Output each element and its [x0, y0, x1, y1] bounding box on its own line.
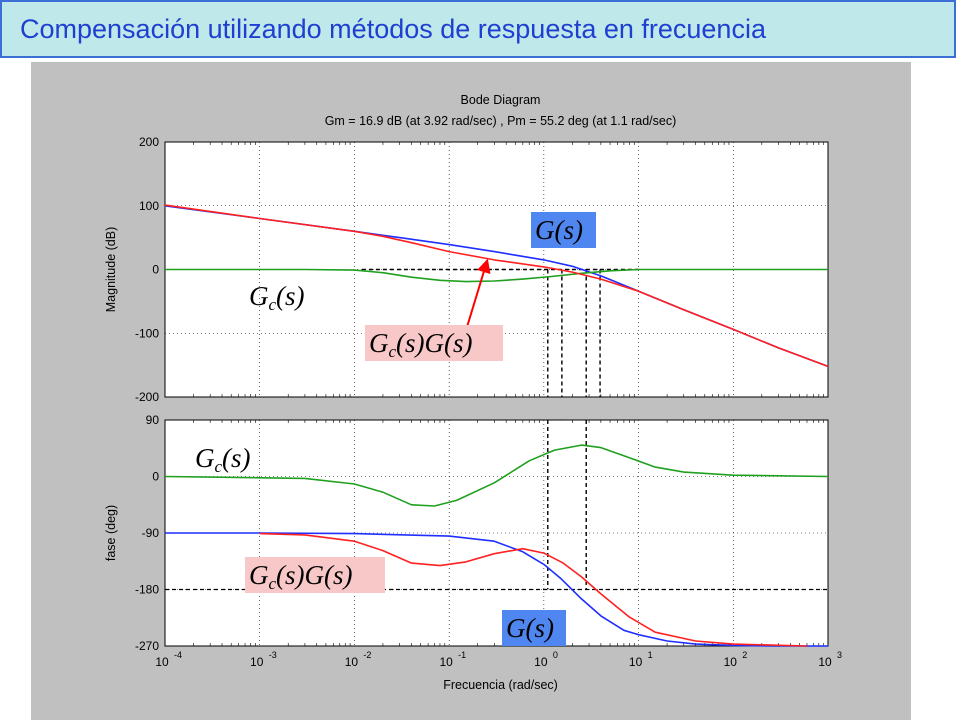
annotation-label-text: Gc(s)G(s)	[369, 328, 473, 361]
annotation-label-ann_GcG_mag: Gc(s)G(s)	[365, 325, 503, 361]
magnitude-y-tick-label: 200	[139, 135, 159, 149]
x-tick-label: 10 1	[629, 650, 653, 669]
phase-curve-G	[165, 532, 828, 647]
x-tick-base: 10	[345, 655, 359, 669]
phase-y-tick-label: -180	[135, 583, 159, 597]
x-axis-label: Frecuencia (rad/sec)	[443, 678, 558, 692]
x-tick-exponent: -3	[269, 650, 277, 660]
phase-y-tick-label: -90	[142, 526, 160, 540]
x-tick-label: 10 -1	[439, 650, 466, 669]
annotation-label-bg	[502, 610, 566, 646]
annotation-label-ann_Gc_mag: Gc(s)	[249, 281, 305, 314]
chart-title: Bode Diagram	[461, 93, 541, 107]
figure-panel: Bode Diagram Gm = 16.9 dB (at 3.92 rad/se…	[31, 62, 911, 720]
annotation-label-text: G(s)	[535, 215, 583, 245]
x-tick-base: 10	[250, 655, 264, 669]
x-tick-label: 10 -2	[345, 650, 372, 669]
chart-subtitle: Gm = 16.9 dB (at 3.92 rad/sec) , Pm = 55…	[325, 114, 677, 128]
annotation-label-text: Gc(s)G(s)	[249, 560, 353, 593]
phase-y-tick-label: 90	[146, 413, 160, 427]
annotation-label-ann_G_ph: G(s)	[502, 610, 566, 646]
x-tick-base: 10	[155, 655, 169, 669]
annotation-label-text: Gc(s)	[195, 443, 251, 476]
phase-y-axis-label: fase (deg)	[104, 505, 118, 561]
x-tick-exponent: 2	[742, 650, 747, 660]
x-tick-label: 10 -3	[250, 650, 277, 669]
x-tick-exponent: -4	[174, 650, 182, 660]
bode-diagram: Bode Diagram Gm = 16.9 dB (at 3.92 rad/se…	[104, 93, 842, 692]
magnitude-y-tick-label: 0	[152, 263, 159, 277]
annotation-label-bg	[245, 557, 385, 593]
magnitude-y-axis-label: Magnitude (dB)	[104, 227, 118, 312]
x-tick-base: 10	[724, 655, 738, 669]
phase-y-tick-label: -270	[135, 639, 159, 653]
annotation-label-ann_Gc_ph: Gc(s)	[195, 443, 251, 476]
annotation-label-bg	[365, 325, 503, 361]
x-tick-exponent: -1	[458, 650, 466, 660]
x-tick-exponent: 1	[648, 650, 653, 660]
x-tick-exponent: -2	[363, 650, 371, 660]
magnitude-y-tick-label: 100	[139, 199, 159, 213]
annotation-label-bg	[531, 212, 596, 248]
annotation-label-text: G(s)	[506, 613, 554, 643]
slide-title: Compensación utilizando métodos de respu…	[20, 14, 766, 44]
x-tick-exponent: 0	[553, 650, 558, 660]
phase-y-tick-label: 0	[152, 470, 159, 484]
magnitude-curve-GcG	[164, 204, 829, 368]
annotation-label-ann_GcG_ph: Gc(s)G(s)	[245, 557, 385, 593]
magnitude-y-tick-label: -100	[135, 326, 159, 340]
x-tick-exponent: 3	[837, 650, 842, 660]
annotation-label-ann_G_mag: G(s)	[531, 212, 596, 248]
x-tick-label: 10 3	[818, 650, 842, 669]
magnitude-y-tick-label: -200	[135, 390, 159, 404]
phase-curve-GcG	[259, 532, 808, 647]
annotation-label-text: Gc(s)	[249, 281, 305, 314]
x-tick-label: 10 -4	[155, 650, 182, 669]
x-tick-base: 10	[629, 655, 643, 669]
x-tick-label: 10 2	[724, 650, 748, 669]
x-tick-base: 10	[534, 655, 548, 669]
x-tick-base: 10	[818, 655, 832, 669]
title-bar: Compensación utilizando métodos de respu…	[0, 0, 956, 58]
phase-curve-Gc	[164, 444, 829, 507]
annotation-arrow	[466, 258, 491, 328]
x-tick-base: 10	[439, 655, 453, 669]
x-tick-label: 10 0	[534, 650, 558, 669]
